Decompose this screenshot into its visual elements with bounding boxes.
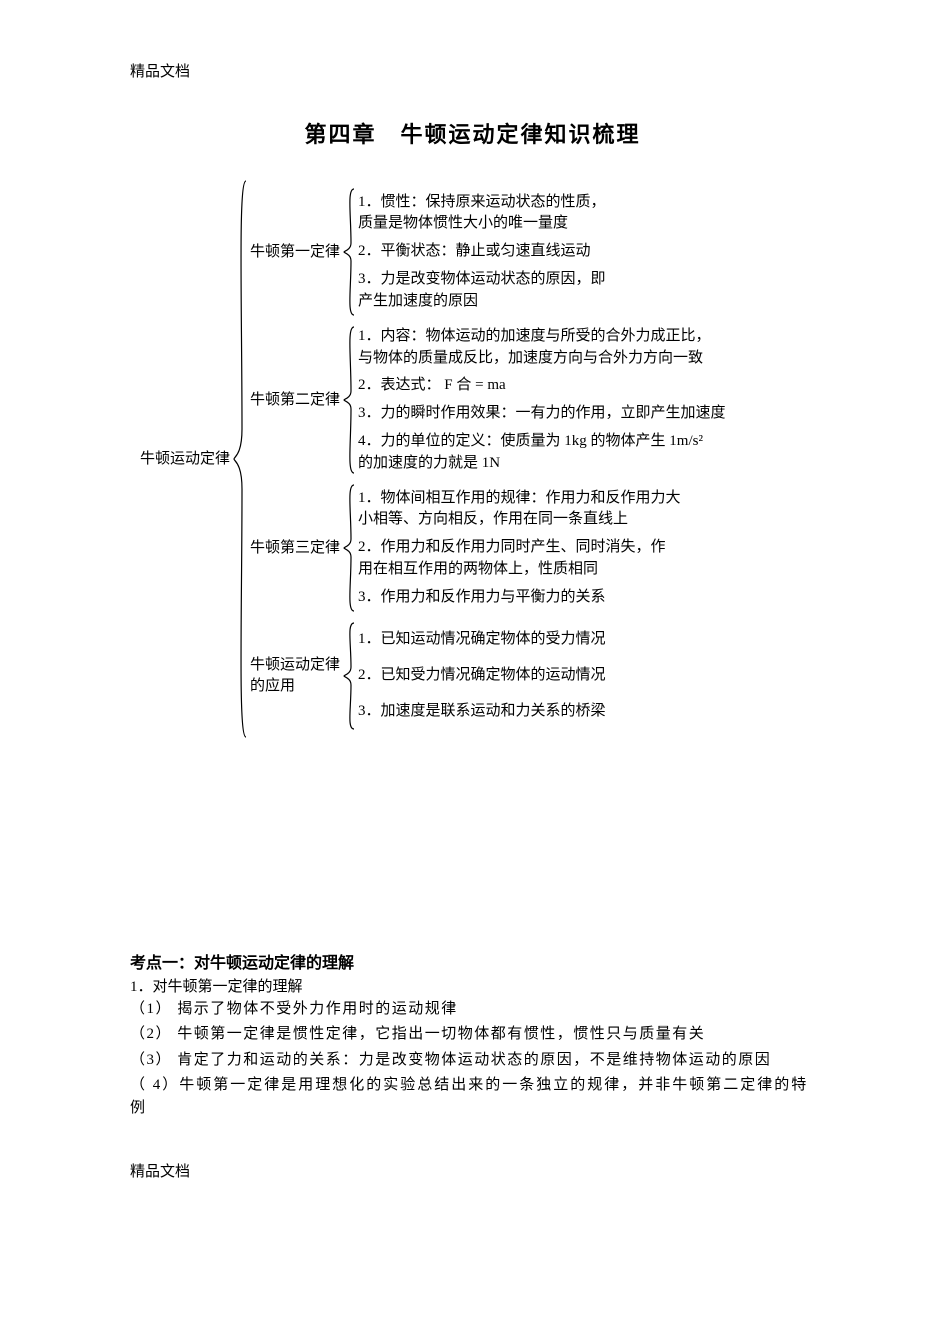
- leaf-text: 3．力是改变物体运动状态的原因，即产生加速度的原因: [358, 271, 606, 309]
- page-title: 第四章牛顿运动定律知识梳理: [130, 117, 815, 149]
- brace-icon: [342, 621, 356, 731]
- leaf-text: 1．内容：物体运动的加速度与所受的合外力成正比，与物体的质量成反比，加速度方向与…: [358, 328, 711, 366]
- exam-point-3: （3） 肯定了力和运动的关系：力是改变物体运动状态的原因，不是维持物体运动的原因: [130, 1049, 815, 1072]
- exam-point-4: （ 4）牛顿第一定律是用理想化的实验总结出来的一条独立的规律，并非牛顿第二定律的…: [130, 1074, 815, 1121]
- branches: 牛顿第一定律 1．惯性：保持原来运动状态的性质，质量是物体惯性大小的唯一量度 2…: [250, 187, 726, 731]
- leaf-text: 2．表达式： F 合 = ma: [358, 377, 506, 393]
- page: 精品文档 第四章牛顿运动定律知识梳理 牛顿运动定律 牛顿第一定律 1．惯性：保持…: [0, 0, 945, 1221]
- branch-2-leaves: 1．内容：物体运动的加速度与所受的合外力成正比，与物体的质量成反比，加速度方向与…: [358, 326, 726, 475]
- leaf-text: 1．惯性：保持原来运动状态的性质，质量是物体惯性大小的唯一量度: [358, 194, 606, 232]
- leaf: 3．力是改变物体运动状态的原因，即产生加速度的原因: [358, 269, 606, 313]
- leaf: 2．已知受力情况确定物体的运动情况: [358, 665, 606, 687]
- exam-point-1: （1） 揭示了物体不受外力作用时的运动规律: [130, 998, 815, 1021]
- leaf: 1．惯性：保持原来运动状态的性质，质量是物体惯性大小的唯一量度: [358, 192, 606, 236]
- leaf: 2．平衡状态：静止或匀速直线运动: [358, 241, 606, 263]
- leaf: 2．作用力和反作用力同时产生、同时消失，作用在相互作用的两物体上，性质相同: [358, 537, 681, 581]
- branch-1: 牛顿第一定律 1．惯性：保持原来运动状态的性质，质量是物体惯性大小的唯一量度 2…: [250, 187, 726, 317]
- leaf: 1．物体间相互作用的规律：作用力和反作用力大小相等、方向相反，作用在同一条直线上: [358, 488, 681, 532]
- leaf-text: 3．作用力和反作用力与平衡力的关系: [358, 589, 606, 605]
- branch-4-label-line: 牛顿运动定律的应用: [250, 655, 340, 697]
- outline-tree: 牛顿运动定律 牛顿第一定律 1．惯性：保持原来运动状态的性质，质量是物体惯性大小…: [140, 179, 815, 739]
- leaf-text: 3．加速度是联系运动和力关系的桥梁: [358, 703, 606, 719]
- branch-4: 牛顿运动定律的应用 1．已知运动情况确定物体的受力情况 2．已知受力情况确定物体…: [250, 621, 726, 731]
- leaf: 2．表达式： F 合 = ma: [358, 375, 726, 397]
- brace-icon: [342, 325, 356, 475]
- header-label: 精品文档: [130, 60, 815, 81]
- branch-2-label: 牛顿第二定律: [250, 389, 342, 412]
- leaf-text: 2．已知受力情况确定物体的运动情况: [358, 667, 606, 683]
- exam-point-2: （2） 牛顿第一定律是惯性定律，它指出一切物体都有惯性，惯性只与质量有关: [130, 1023, 815, 1046]
- footer-label: 精品文档: [130, 1160, 815, 1181]
- exam-subtitle: 1．对牛顿第一定律的理解: [130, 975, 815, 996]
- leaf-text: 2．平衡状态：静止或匀速直线运动: [358, 243, 591, 259]
- leaf: 3．力的瞬时作用效果：一有力的作用，立即产生加速度: [358, 403, 726, 425]
- leaf-text: 2．作用力和反作用力同时产生、同时消失，作用在相互作用的两物体上，性质相同: [358, 539, 666, 577]
- leaf: 1．已知运动情况确定物体的受力情况: [358, 629, 606, 651]
- leaf-text: 1．已知运动情况确定物体的受力情况: [358, 631, 606, 647]
- leaf: 4．力的单位的定义：使质量为 1kg 的物体产生 1m/s²的加速度的力就是 1…: [358, 431, 726, 475]
- leaf-text: 3．力的瞬时作用效果：一有力的作用，立即产生加速度: [358, 405, 726, 421]
- branch-4-leaves: 1．已知运动情况确定物体的受力情况 2．已知受力情况确定物体的运动情况 3．加速…: [358, 629, 606, 722]
- branch-1-label: 牛顿第一定律: [250, 241, 342, 264]
- branch-1-leaves: 1．惯性：保持原来运动状态的性质，质量是物体惯性大小的唯一量度 2．平衡状态：静…: [358, 192, 606, 313]
- leaf: 3．加速度是联系运动和力关系的桥梁: [358, 701, 606, 723]
- branch-3: 牛顿第三定律 1．物体间相互作用的规律：作用力和反作用力大小相等、方向相反，作用…: [250, 483, 726, 613]
- leaf: 3．作用力和反作用力与平衡力的关系: [358, 587, 681, 609]
- exam-heading: 考点一：对牛顿运动定律的理解: [130, 949, 815, 973]
- exam-point-4-text: （ 4）牛顿第一定律是用理想化的实验总结出来的一条独立的规律，并非牛顿第二定律的…: [130, 1077, 808, 1116]
- leaf-text: 4．力的单位的定义：使质量为 1kg 的物体产生 1m/s²的加速度的力就是 1…: [358, 433, 703, 471]
- brace-icon: [342, 187, 356, 317]
- brace-icon: [232, 179, 248, 739]
- branch-3-leaves: 1．物体间相互作用的规律：作用力和反作用力大小相等、方向相反，作用在同一条直线上…: [358, 488, 681, 609]
- branch-3-label: 牛顿第三定律: [250, 537, 342, 560]
- brace-icon: [342, 483, 356, 613]
- title-topic: 牛顿运动定律知识梳理: [401, 122, 641, 147]
- leaf: 1．内容：物体运动的加速度与所受的合外力成正比，与物体的质量成反比，加速度方向与…: [358, 326, 726, 370]
- root-label: 牛顿运动定律: [140, 448, 232, 471]
- branch-4-label: 牛顿运动定律的应用: [250, 655, 342, 697]
- branch-2: 牛顿第二定律 1．内容：物体运动的加速度与所受的合外力成正比，与物体的质量成反比…: [250, 325, 726, 475]
- title-chapter: 第四章: [304, 122, 376, 147]
- leaf-text: 1．物体间相互作用的规律：作用力和反作用力大小相等、方向相反，作用在同一条直线上: [358, 490, 681, 528]
